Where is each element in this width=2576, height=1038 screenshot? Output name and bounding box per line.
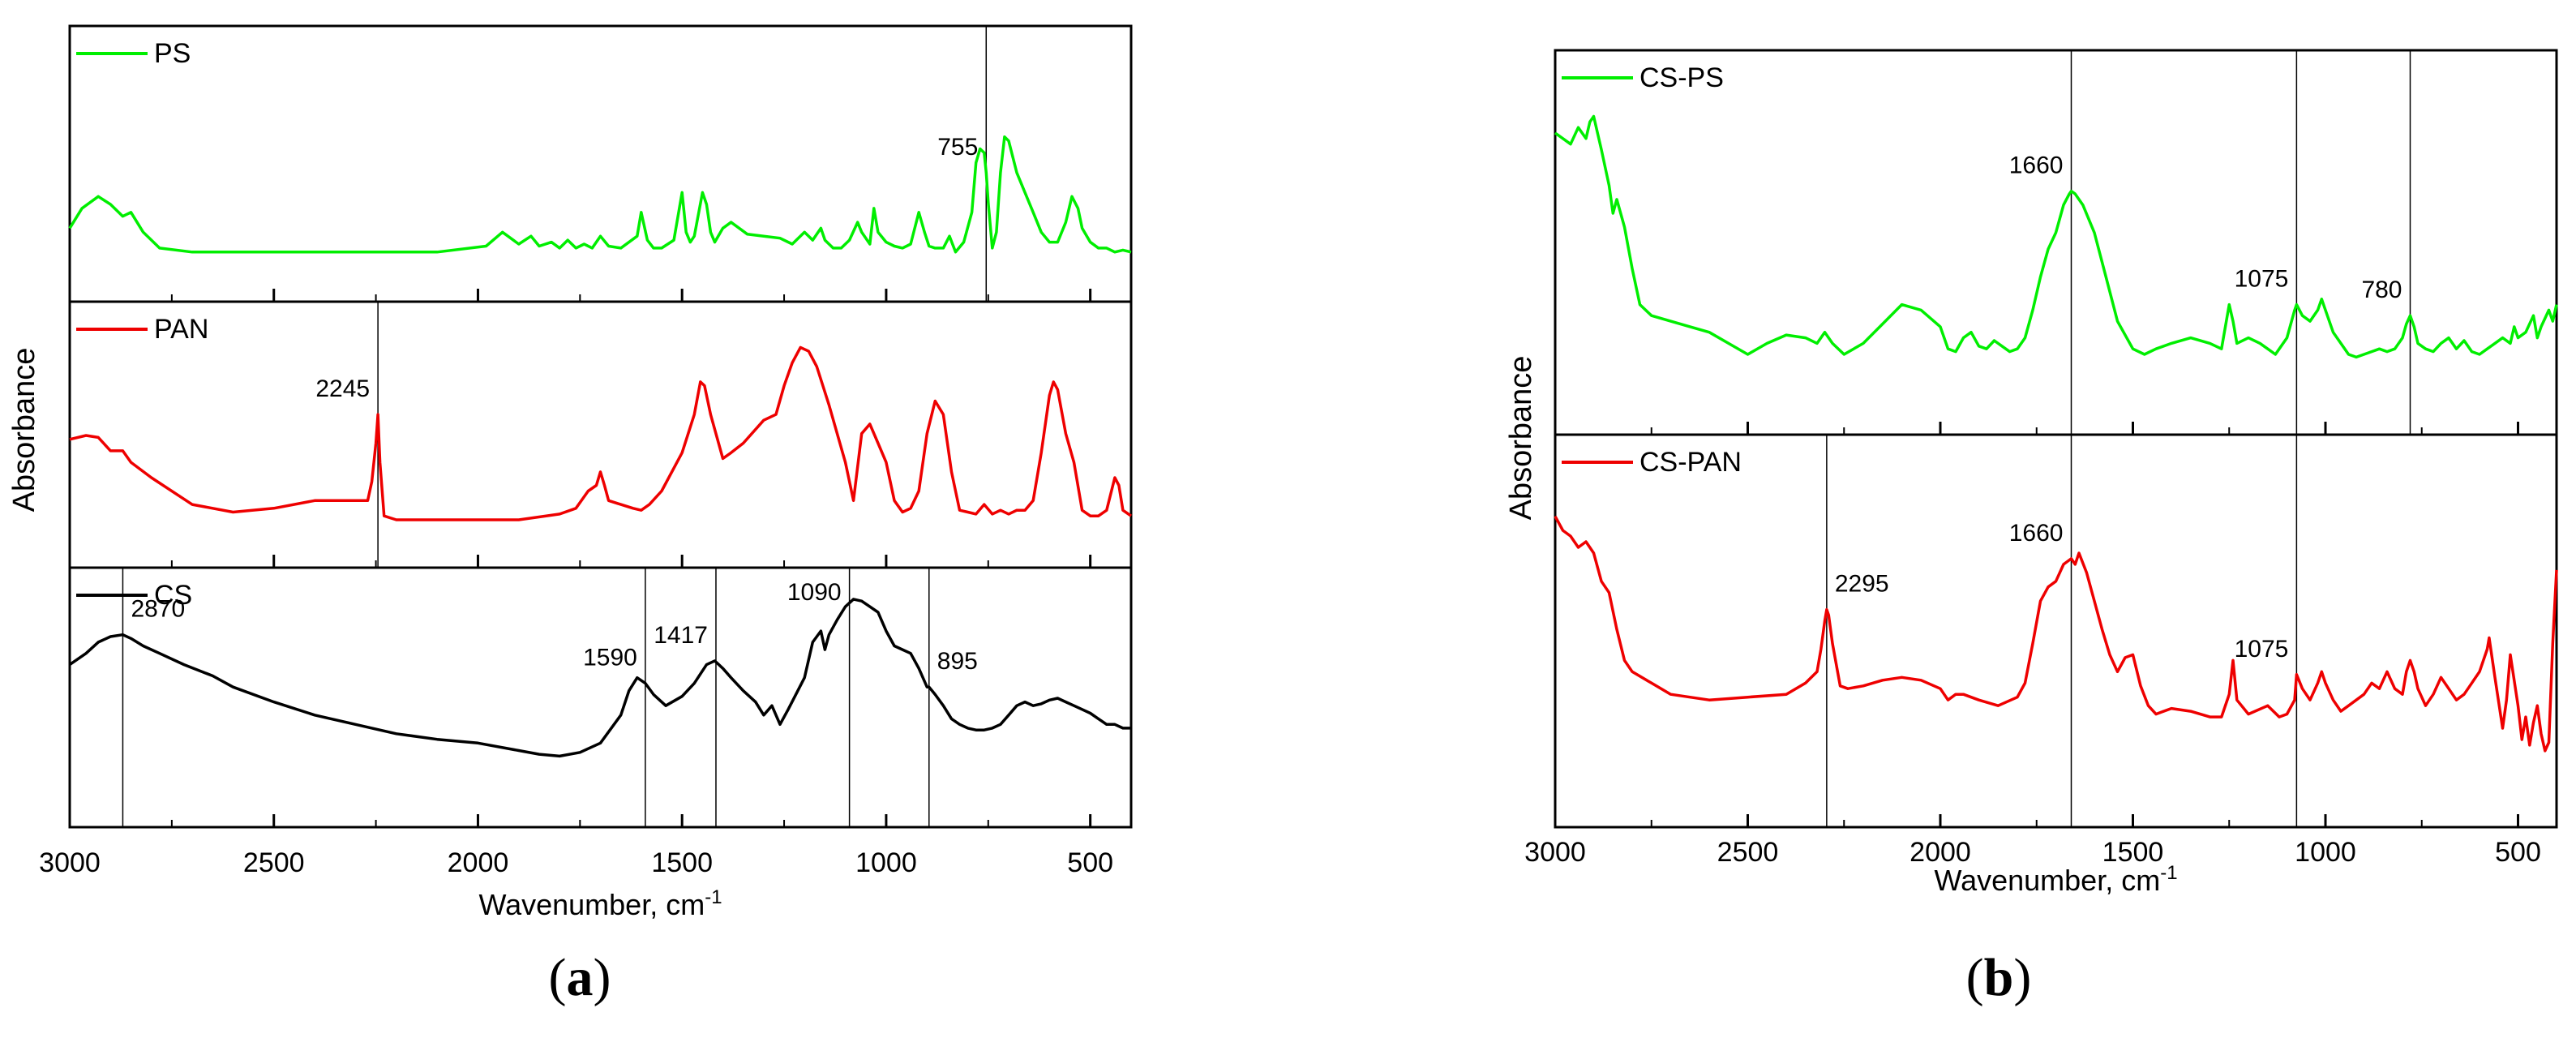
panel-label-a-open: ( — [548, 948, 567, 1007]
legend-label-cs-pan: CS-PAN — [1639, 447, 1742, 478]
y-axis-label: Absorbance — [1504, 356, 1538, 521]
panel-a-ps: PS 755 — [68, 26, 1132, 302]
panel-a-pan: PAN 2245 — [68, 300, 1132, 568]
x-tick-label-2500: 2500 — [243, 847, 305, 878]
peak-label-1075: 1075 — [2235, 266, 2289, 293]
panel-b-cs-pan: CS-PAN 2295 1660 1075 — [1554, 433, 2558, 827]
panel-b-cs-ps: CS-PS 1660 1075 780 — [1554, 50, 2558, 435]
x-axis-label: Wavenumber, cm-1 — [478, 886, 722, 921]
legend-label-cs: CS — [154, 580, 192, 611]
x-tick-label-3000: 3000 — [1524, 837, 1586, 868]
legend-label-cs-ps: CS-PS — [1639, 62, 1724, 93]
series-line-cs — [69, 598, 1131, 758]
peak-label-1417: 1417 — [654, 622, 708, 649]
x-axis-label-text: Wavenumber, cm — [478, 888, 705, 921]
peak-label-755: 755 — [937, 134, 978, 161]
series-line-cs-pan — [1554, 515, 2558, 753]
x-axis-label-text: Wavenumber, cm — [1934, 864, 2160, 897]
peak-label-780: 780 — [2361, 277, 2402, 303]
panel-label-a-close: ) — [593, 948, 611, 1007]
peak-label-895: 895 — [937, 648, 978, 675]
panel-label-b-letter: b — [1983, 948, 2014, 1007]
x-tick-label-500: 500 — [1067, 847, 1113, 878]
peak-label-1660: 1660 — [2009, 520, 2064, 547]
x-axis-label: Wavenumber, cm-1 — [1934, 862, 2177, 897]
x-tick-label-2000: 2000 — [448, 847, 509, 878]
series-line-pan — [69, 345, 1132, 521]
x-tick-label-1500: 1500 — [2102, 837, 2164, 868]
panel-label-b: (b) — [1918, 947, 2080, 1009]
x-tick-label-2000: 2000 — [1909, 837, 1971, 868]
series-line-ps — [68, 135, 1132, 254]
y-axis-label: Absorbance — [7, 348, 41, 513]
panel-label-b-open: ( — [1965, 948, 1984, 1007]
panel-label-a: (a) — [499, 947, 661, 1009]
legend-label-ps: PS — [154, 38, 191, 69]
x-tick-label-1000: 1000 — [855, 847, 917, 878]
x-axis-label-superscript: -1 — [2160, 862, 2177, 884]
peak-label-2295: 2295 — [1835, 571, 1889, 598]
peak-label-1660: 1660 — [2009, 152, 2064, 179]
x-tick-label-3000: 3000 — [39, 847, 101, 878]
peak-label-1075: 1075 — [2235, 636, 2289, 663]
x-tick-label-1000: 1000 — [2295, 837, 2356, 868]
x-axis-label-superscript: -1 — [705, 886, 722, 908]
legend-label-pan: PAN — [154, 314, 208, 345]
panel-label-b-close: ) — [2013, 948, 2032, 1007]
plot-frame-a — [68, 24, 1133, 829]
panel-label-a-letter: a — [566, 948, 594, 1007]
series-line-cs-ps — [1554, 114, 2558, 359]
plot-frame-b — [1554, 49, 2558, 829]
chart-b: CS-PS 1660 1075 780 CS-PAN 2295 1660 1075 3000 25… — [1504, 49, 2558, 897]
x-tick-label-1500: 1500 — [651, 847, 713, 878]
x-tick-label-500: 500 — [2495, 837, 2541, 868]
peak-label-2870: 2870 — [131, 596, 185, 623]
peak-label-1090: 1090 — [787, 579, 842, 606]
peak-label-1590: 1590 — [583, 645, 637, 671]
peak-label-2245: 2245 — [315, 375, 370, 402]
x-tick-label-2500: 2500 — [1717, 837, 1779, 868]
